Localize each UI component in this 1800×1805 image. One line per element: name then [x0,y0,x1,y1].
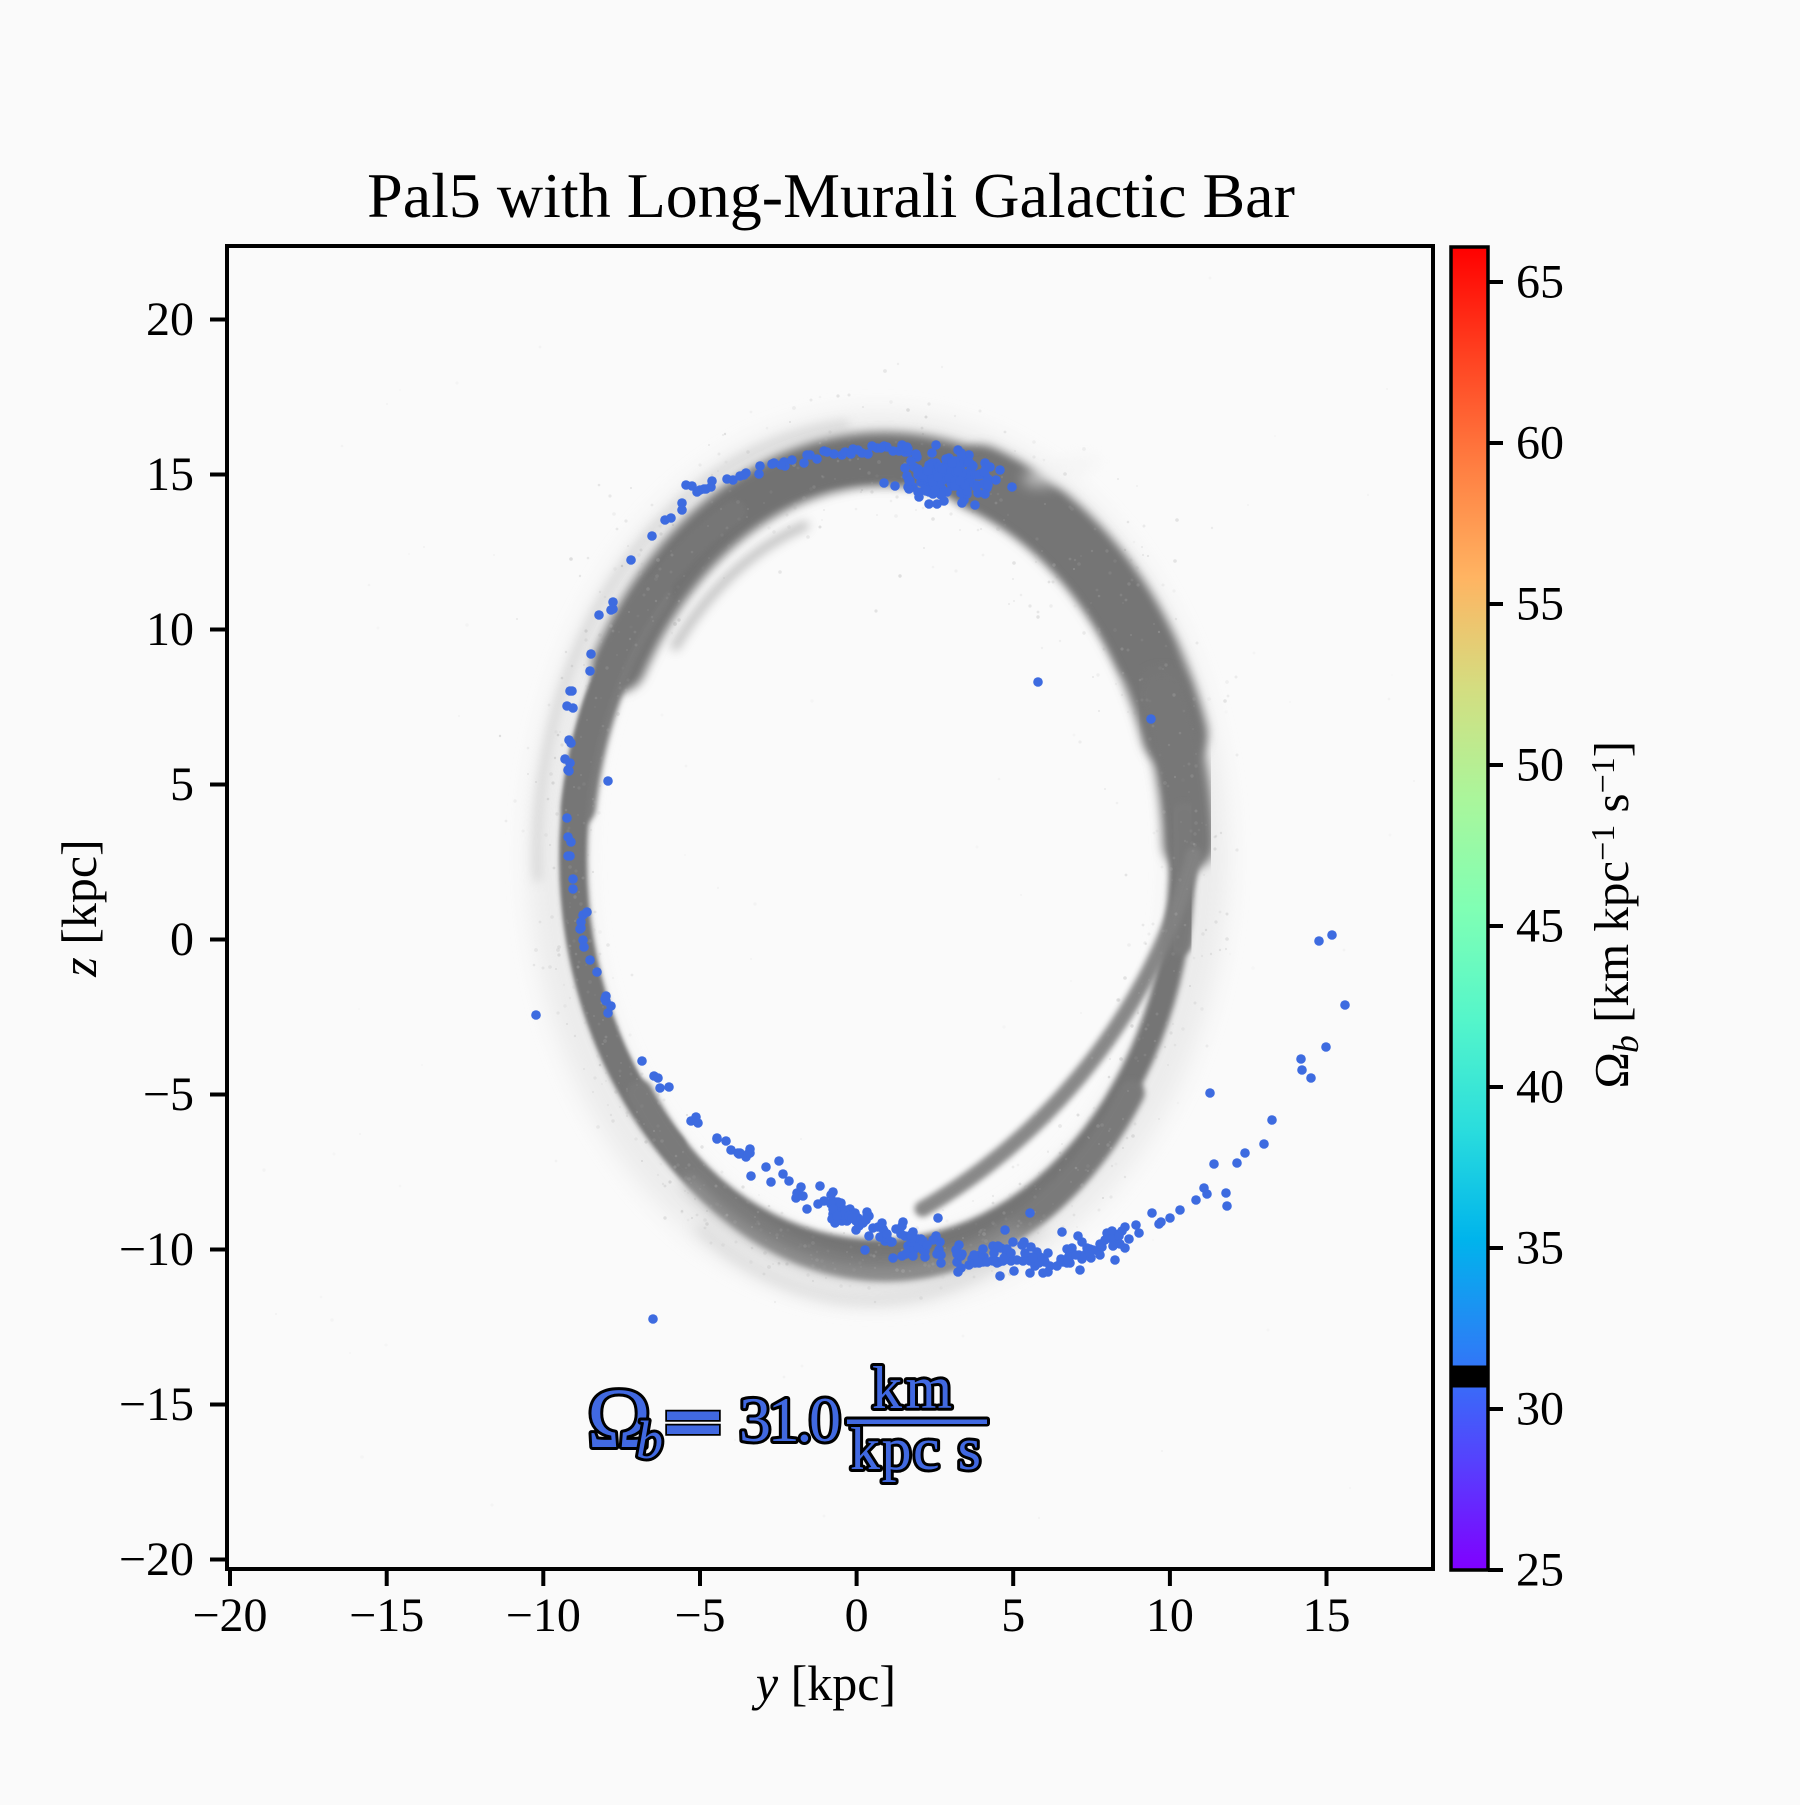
svg-text:5: 5 [170,758,194,811]
svg-text:−10: −10 [119,1223,194,1276]
svg-text:15: 15 [146,448,194,501]
svg-text:31.0: 31.0 [739,1384,841,1455]
svg-text:0: 0 [845,1589,869,1642]
svg-text:−1: −1 [1585,825,1622,861]
svg-text:−15: −15 [119,1378,194,1431]
svg-text:s: s [1584,793,1639,824]
svg-text:−1: −1 [1585,757,1622,793]
svg-text:Ω: Ω [1584,1052,1639,1088]
svg-text:−20: −20 [192,1589,267,1642]
svg-text:55: 55 [1516,578,1564,631]
svg-text:60: 60 [1516,417,1564,470]
svg-text:10: 10 [146,603,194,656]
svg-text:b: b [636,1410,663,1470]
svg-text:−20: −20 [119,1533,194,1586]
svg-text:Ω: Ω [587,1370,651,1466]
svg-text:30: 30 [1516,1383,1564,1436]
svg-text:z [kpc]: z [kpc] [51,839,107,977]
svg-text:]: ] [1584,741,1639,757]
svg-text:35: 35 [1516,1222,1564,1275]
svg-text:10: 10 [1146,1589,1194,1642]
svg-text:−5: −5 [674,1589,725,1642]
svg-text:0: 0 [170,913,194,966]
svg-text:kpc s: kpc s [850,1416,981,1482]
svg-text:5: 5 [1001,1589,1025,1642]
svg-text:−15: −15 [349,1589,424,1642]
svg-text:[km kpc: [km kpc [1584,861,1639,1035]
svg-text:b: b [1606,1035,1646,1053]
svg-text:km: km [872,1355,952,1421]
svg-text:−5: −5 [143,1068,194,1121]
svg-text:40: 40 [1516,1061,1564,1114]
svg-text:25: 25 [1516,1544,1564,1597]
svg-text:15: 15 [1303,1589,1351,1642]
svg-text:50: 50 [1516,739,1564,792]
svg-text:Pal5 with Long-Murali Galactic: Pal5 with Long-Murali Galactic Bar [367,160,1295,231]
svg-text:−10: −10 [506,1589,581,1642]
svg-text:65: 65 [1516,256,1564,309]
svg-text:y [kpc]: y [kpc] [751,1655,896,1711]
svg-text:20: 20 [146,293,194,346]
svg-text:45: 45 [1516,900,1564,953]
